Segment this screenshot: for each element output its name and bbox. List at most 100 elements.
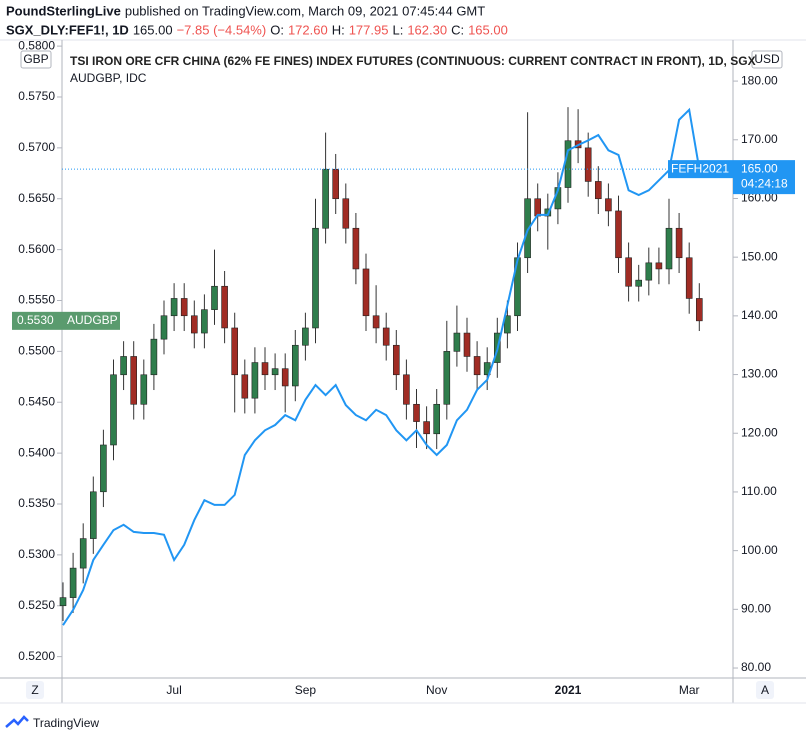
candle-body (443, 351, 451, 405)
y-tick-label: 0.5300 (18, 547, 55, 561)
candle-body (685, 257, 693, 299)
candle-body (413, 403, 420, 422)
candle-body (695, 298, 703, 322)
x-tick-label: Jul (166, 683, 181, 697)
candle-body (594, 181, 602, 200)
x-tick-label: Mar (679, 683, 700, 697)
candle-body (605, 198, 612, 212)
candle-body (463, 332, 471, 357)
legend-subtitle: AUDGBP, IDC (70, 71, 147, 85)
candle-body (524, 198, 531, 259)
x-tick-label: 2021 (555, 683, 582, 697)
candle-body (221, 285, 228, 329)
candle-body (625, 257, 632, 287)
header-text: C: (451, 22, 464, 37)
candle-body (352, 227, 360, 270)
candle-body (59, 597, 67, 607)
scale-button-label[interactable]: A (761, 683, 769, 697)
candle-body (564, 140, 572, 188)
series-name-label: AUDGBP (67, 313, 118, 327)
y-tick-label: 0.5250 (18, 598, 55, 612)
candle-body (615, 210, 622, 259)
candle-body (392, 344, 400, 376)
header-text: L: (392, 22, 403, 37)
candle-body (261, 362, 269, 376)
y2-unit: USD (754, 52, 780, 66)
y2-tick-label: 130.00 (741, 367, 778, 381)
y2-tick-label: 90.00 (741, 602, 771, 616)
candle-body (332, 168, 340, 200)
candle-body (79, 538, 87, 569)
candle-body (635, 279, 643, 287)
y-tick-label: 0.5550 (18, 293, 55, 307)
header-text: PoundSterlingLive (6, 3, 121, 18)
candle-body (130, 356, 137, 405)
line-series (62, 107, 701, 626)
candle-body (534, 198, 542, 217)
series-name-label: FEFH2021 (671, 161, 729, 175)
candle-body (423, 421, 430, 435)
scale-button-label[interactable]: Z (31, 683, 38, 697)
candle-body (302, 327, 309, 346)
scale-button[interactable] (756, 681, 774, 699)
candle-body (271, 368, 279, 376)
y-tick-label: 0.5350 (18, 496, 55, 510)
y-unit: GBP (23, 52, 48, 66)
brand: TradingView (33, 716, 99, 730)
brand-logo (5, 715, 29, 728)
price-label: 165.00 (741, 161, 778, 175)
candle-body (90, 491, 97, 539)
header-text: H: (332, 22, 345, 37)
header-text: SGX_DLY:FEF1!, 1D (6, 22, 129, 37)
candle-body (453, 332, 461, 352)
countdown: 04:24:18 (741, 176, 788, 190)
candle-body (291, 344, 299, 387)
candle-body (170, 298, 178, 317)
candle-body (100, 444, 107, 493)
candle-body (655, 262, 663, 270)
candle-body (69, 567, 77, 598)
y-tick-label: 0.5800 (18, 38, 55, 52)
candle-body (241, 374, 249, 399)
candle-body (312, 227, 319, 329)
scale-button[interactable] (26, 681, 44, 699)
y-tick-label: 0.5400 (18, 445, 55, 459)
y-tick-label: 0.5450 (18, 394, 55, 408)
header-text: 162.30 (407, 22, 447, 37)
candle-body (342, 198, 350, 229)
y2-tick-label: 80.00 (741, 660, 771, 674)
header-text: published on TradingView.com, March 09, … (125, 3, 485, 18)
series-name-box (668, 160, 733, 179)
candle-body (180, 298, 188, 317)
header-text: 177.95 (349, 22, 389, 37)
y2-tick-label: 120.00 (741, 425, 778, 439)
y-tick-label: 0.5700 (18, 140, 55, 154)
price-label-box (12, 311, 120, 330)
candle-body (120, 356, 127, 376)
candle-body (645, 262, 653, 281)
y2-tick-label: 110.00 (741, 484, 777, 498)
candle-body (231, 327, 238, 376)
header-text: 165.00 (133, 22, 173, 37)
unit-box (20, 50, 52, 69)
y2-tick-label: 180.00 (741, 73, 778, 87)
candle-body (191, 315, 198, 334)
y-tick-label: 0.5650 (18, 191, 55, 205)
candle-body (403, 374, 410, 405)
candle-body (675, 227, 683, 259)
price-label-box (733, 160, 795, 195)
y2-tick-label: 170.00 (741, 132, 778, 146)
y-tick-label: 0.5600 (18, 242, 55, 256)
y2-tick-label: 160.00 (741, 191, 778, 205)
candle-body (201, 309, 208, 334)
candle-body (473, 356, 481, 376)
candle-body (504, 315, 511, 334)
candle-body (160, 315, 168, 340)
x-tick-label: Sep (295, 683, 317, 697)
y2-tick-label: 140.00 (741, 308, 778, 322)
y2-tick-label: 100.00 (741, 543, 778, 557)
unit-box (751, 50, 783, 69)
candle-body (281, 368, 289, 387)
candle-body (140, 374, 148, 405)
